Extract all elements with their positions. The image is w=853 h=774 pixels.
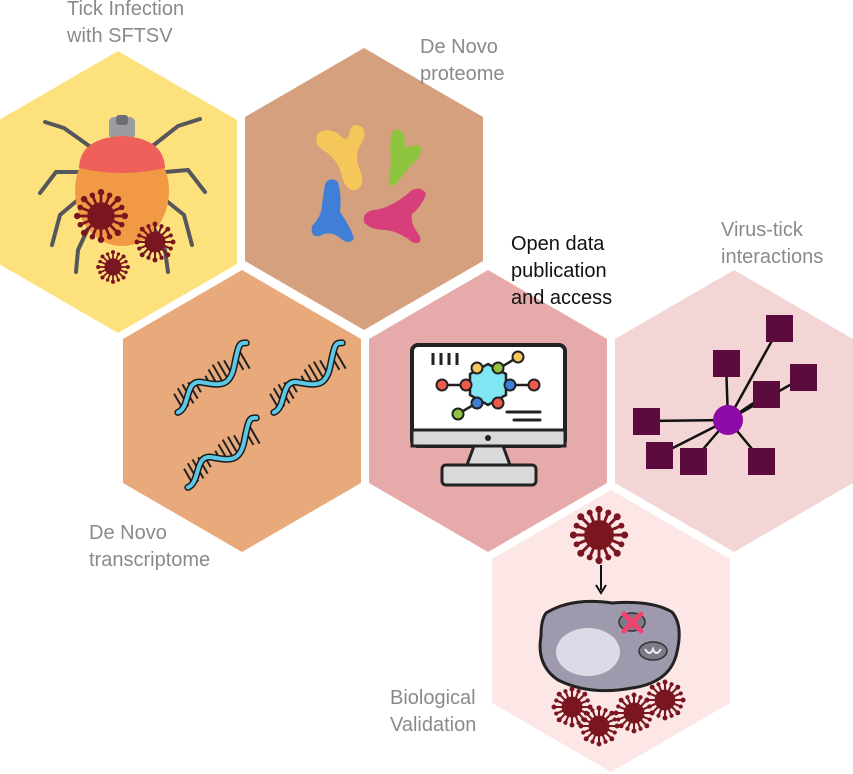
hex-proteome	[245, 48, 483, 330]
label-virus-tick: Virus-tick interactions	[721, 219, 824, 268]
network-graph-icon	[633, 315, 817, 475]
label-tick-infection: Tick Infection with SFTSV	[67, 0, 185, 47]
label-validation: Biological Validation	[390, 687, 477, 736]
protein-fragments-icon	[311, 125, 426, 244]
virus-particle-icon	[643, 678, 687, 722]
label-transcriptome: De Novo transcriptome	[89, 522, 211, 571]
label-open-data: Open data publication and access	[511, 233, 613, 309]
hex-transcriptome	[123, 270, 361, 552]
virus-particle-icon	[133, 220, 177, 264]
computer-monitor-icon	[410, 343, 567, 487]
virus-particle-icon	[577, 704, 621, 748]
virus-particle-icon	[72, 187, 130, 245]
infected-cell-icon	[538, 504, 681, 693]
virus-particle-icon	[95, 249, 131, 285]
label-proteome: De Novo proteome	[420, 36, 505, 85]
